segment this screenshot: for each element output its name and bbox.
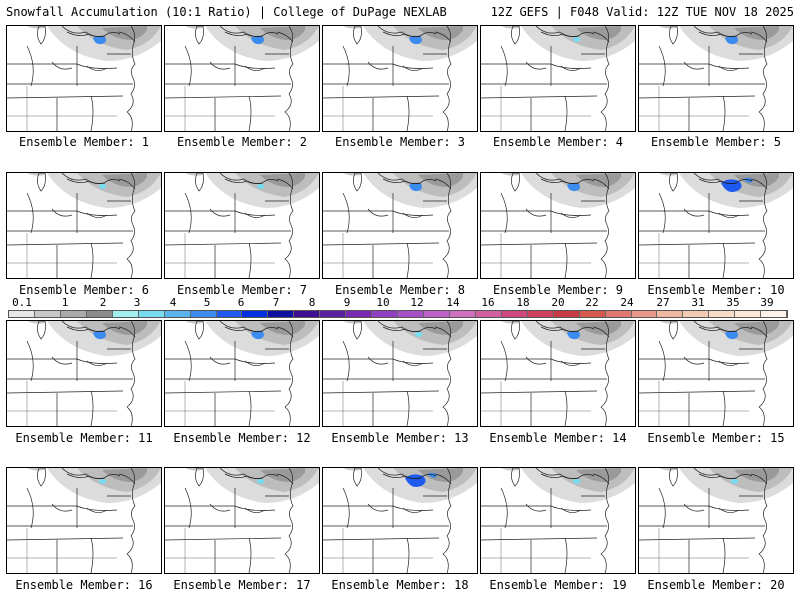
legend-label: 8 <box>309 296 316 309</box>
legend-label: 31 <box>691 296 704 309</box>
legend-swatch-14 <box>346 311 372 317</box>
legend-label: 35 <box>726 296 739 309</box>
ensemble-member-18-map <box>322 467 478 574</box>
legend-label: 18 <box>516 296 529 309</box>
ensemble-member-12-label: Ensemble Member: 12 <box>163 431 321 445</box>
ensemble-member-11-label: Ensemble Member: 11 <box>5 431 163 445</box>
legend-label: 27 <box>656 296 669 309</box>
legend-colorbar <box>8 310 788 318</box>
legend-label: 0.1 <box>12 296 32 309</box>
ensemble-member-15-label: Ensemble Member: 15 <box>637 431 795 445</box>
ensemble-member-10-map <box>638 172 794 279</box>
ensemble-member-4-label: Ensemble Member: 4 <box>479 135 637 149</box>
legend-label: 14 <box>446 296 459 309</box>
legend-swatch-27 <box>683 311 709 317</box>
legend-swatch-22 <box>554 311 580 317</box>
ensemble-member-12-map <box>164 320 320 427</box>
legend-swatch-25 <box>632 311 658 317</box>
legend-swatch-2 <box>35 311 61 317</box>
ensemble-member-3-map <box>322 25 478 132</box>
ensemble-member-17-label: Ensemble Member: 17 <box>163 578 321 592</box>
legend-swatch-30 <box>761 311 787 317</box>
legend-swatch-10 <box>242 311 268 317</box>
legend-label: 16 <box>481 296 494 309</box>
legend-swatch-16 <box>398 311 424 317</box>
legend-swatch-21 <box>528 311 554 317</box>
legend-swatch-19 <box>476 311 502 317</box>
ensemble-member-5-label: Ensemble Member: 5 <box>637 135 795 149</box>
legend-label: 39 <box>760 296 773 309</box>
ensemble-member-20-map <box>638 467 794 574</box>
legend-swatch-20 <box>502 311 528 317</box>
ensemble-member-16-map <box>6 467 162 574</box>
legend-swatch-6 <box>139 311 165 317</box>
legend-label: 9 <box>344 296 351 309</box>
ensemble-member-5-map <box>638 25 794 132</box>
ensemble-member-9-label: Ensemble Member: 9 <box>479 283 637 297</box>
ensemble-member-8-label: Ensemble Member: 8 <box>321 283 479 297</box>
ensemble-member-17-map <box>164 467 320 574</box>
ensemble-member-13-map <box>322 320 478 427</box>
legend-swatch-18 <box>450 311 476 317</box>
ensemble-member-13-label: Ensemble Member: 13 <box>321 431 479 445</box>
ensemble-member-19-label: Ensemble Member: 19 <box>479 578 637 592</box>
legend-swatch-12 <box>294 311 320 317</box>
legend-label: 12 <box>410 296 423 309</box>
legend-label: 22 <box>585 296 598 309</box>
legend-swatch-24 <box>606 311 632 317</box>
ensemble-member-7-label: Ensemble Member: 7 <box>163 283 321 297</box>
legend-swatch-26 <box>657 311 683 317</box>
legend-label: 20 <box>551 296 564 309</box>
legend-swatch-7 <box>165 311 191 317</box>
ensemble-member-8-map <box>322 172 478 279</box>
ensemble-member-14-map <box>480 320 636 427</box>
legend-label: 1 <box>62 296 69 309</box>
ensemble-member-7-map <box>164 172 320 279</box>
ensemble-member-2-map <box>164 25 320 132</box>
legend-labels: 0.1 1 2 3 4 5 6 7 8 9 10 12 14 16 18 20 22 24 27 31 35 39 <box>8 296 788 310</box>
legend-swatch-28 <box>709 311 735 317</box>
ensemble-member-10-label: Ensemble Member: 10 <box>637 283 795 297</box>
ensemble-member-6-map <box>6 172 162 279</box>
ensemble-member-20-label: Ensemble Member: 20 <box>637 578 795 592</box>
legend-label: 3 <box>134 296 141 309</box>
legend-swatch-8 <box>191 311 217 317</box>
ensemble-member-6-label: Ensemble Member: 6 <box>5 283 163 297</box>
ensemble-member-1-map <box>6 25 162 132</box>
ensemble-member-3-label: Ensemble Member: 3 <box>321 135 479 149</box>
legend-label: 7 <box>273 296 280 309</box>
legend-swatch-17 <box>424 311 450 317</box>
legend-swatch-4 <box>87 311 113 317</box>
legend-label: 10 <box>376 296 389 309</box>
legend-swatch-1 <box>9 311 35 317</box>
legend-swatch-3 <box>61 311 87 317</box>
legend-swatch-23 <box>580 311 606 317</box>
ensemble-member-19-map <box>480 467 636 574</box>
ensemble-member-4-map <box>480 25 636 132</box>
ensemble-member-1-label: Ensemble Member: 1 <box>5 135 163 149</box>
title-right: 12Z GEFS | F048 Valid: 12Z TUE NOV 18 20… <box>491 5 794 19</box>
ensemble-member-15-map <box>638 320 794 427</box>
legend-swatch-11 <box>268 311 294 317</box>
ensemble-member-18-label: Ensemble Member: 18 <box>321 578 479 592</box>
ensemble-member-11-map <box>6 320 162 427</box>
ensemble-member-9-map <box>480 172 636 279</box>
legend-label: 5 <box>204 296 211 309</box>
ensemble-member-16-label: Ensemble Member: 16 <box>5 578 163 592</box>
legend-label: 6 <box>238 296 245 309</box>
legend-swatch-13 <box>320 311 346 317</box>
title-left: Snowfall Accumulation (10:1 Ratio) | Col… <box>6 5 447 19</box>
legend-label: 24 <box>620 296 633 309</box>
legend-swatch-5 <box>113 311 139 317</box>
ensemble-member-14-label: Ensemble Member: 14 <box>479 431 637 445</box>
legend-label: 4 <box>170 296 177 309</box>
legend-swatch-15 <box>372 311 398 317</box>
legend-swatch-9 <box>217 311 243 317</box>
ensemble-member-2-label: Ensemble Member: 2 <box>163 135 321 149</box>
legend-label: 2 <box>100 296 107 309</box>
legend-swatch-29 <box>735 311 761 317</box>
